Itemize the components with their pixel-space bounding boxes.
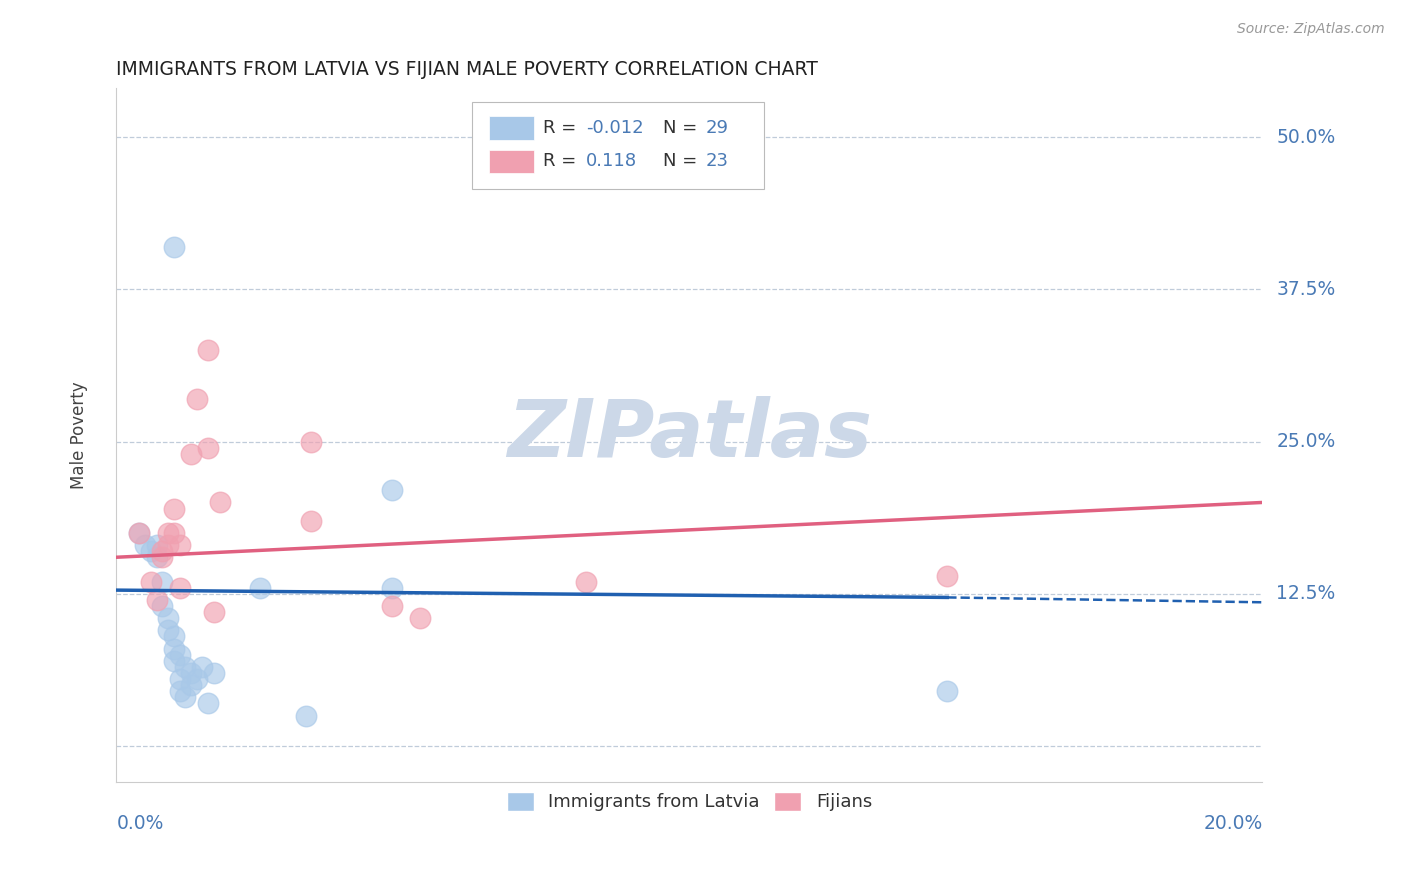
Point [163, 629, 186, 643]
Point [163, 501, 186, 516]
Point [936, 568, 959, 582]
Point [150, 574, 173, 589]
Point [169, 581, 191, 595]
Point [150, 599, 173, 613]
Text: N =: N = [664, 153, 703, 170]
Point [180, 665, 202, 680]
Point [191, 660, 214, 674]
Point [145, 550, 167, 565]
Point [380, 581, 402, 595]
Text: 0.118: 0.118 [586, 153, 637, 170]
Point [180, 678, 202, 692]
Point [169, 672, 191, 686]
Point [163, 654, 186, 668]
Point [299, 514, 322, 528]
Text: -0.012: -0.012 [586, 119, 644, 137]
Point [299, 434, 322, 449]
Point [169, 538, 191, 552]
Point [202, 605, 225, 619]
Point [128, 525, 150, 540]
Point [249, 581, 271, 595]
FancyBboxPatch shape [489, 150, 534, 173]
Text: 0.0%: 0.0% [117, 814, 165, 833]
Point [150, 550, 173, 565]
Point [169, 648, 191, 662]
Text: IMMIGRANTS FROM LATVIA VS FIJIAN MALE POVERTY CORRELATION CHART: IMMIGRANTS FROM LATVIA VS FIJIAN MALE PO… [117, 60, 818, 78]
Point [134, 538, 156, 552]
Text: N =: N = [664, 119, 703, 137]
Point [197, 441, 219, 455]
Text: 37.5%: 37.5% [1277, 280, 1336, 299]
Point [163, 641, 186, 656]
Point [575, 574, 598, 589]
Text: 12.5%: 12.5% [1277, 584, 1336, 603]
Point [202, 665, 225, 680]
Text: 23: 23 [706, 153, 728, 170]
Point [186, 672, 208, 686]
Point [145, 538, 167, 552]
Point [197, 343, 219, 358]
Point [174, 690, 197, 705]
Text: Source: ZipAtlas.com: Source: ZipAtlas.com [1237, 22, 1385, 37]
Text: 29: 29 [706, 119, 728, 137]
Point [186, 392, 208, 406]
Point [169, 684, 191, 698]
FancyBboxPatch shape [472, 103, 763, 189]
Point [180, 447, 202, 461]
Point [197, 697, 219, 711]
Legend: Immigrants from Latvia, Fijians: Immigrants from Latvia, Fijians [499, 785, 879, 819]
Point [294, 708, 316, 723]
Point [145, 592, 167, 607]
Point [174, 660, 197, 674]
Point [409, 611, 432, 625]
Point [157, 525, 180, 540]
Point [139, 574, 162, 589]
Text: R =: R = [543, 153, 582, 170]
Text: 25.0%: 25.0% [1277, 432, 1336, 451]
Text: 50.0%: 50.0% [1277, 128, 1336, 146]
Point [380, 483, 402, 498]
Point [208, 495, 231, 509]
Text: ZIPatlas: ZIPatlas [508, 396, 872, 475]
Text: 20.0%: 20.0% [1204, 814, 1263, 833]
Point [128, 525, 150, 540]
Point [150, 544, 173, 558]
Text: Male Poverty: Male Poverty [70, 382, 87, 490]
Point [157, 611, 180, 625]
FancyBboxPatch shape [489, 116, 534, 140]
Point [139, 544, 162, 558]
Point [163, 240, 186, 254]
Point [157, 624, 180, 638]
Point [163, 525, 186, 540]
Text: R =: R = [543, 119, 582, 137]
Point [936, 684, 959, 698]
Point [380, 599, 402, 613]
Point [157, 538, 180, 552]
